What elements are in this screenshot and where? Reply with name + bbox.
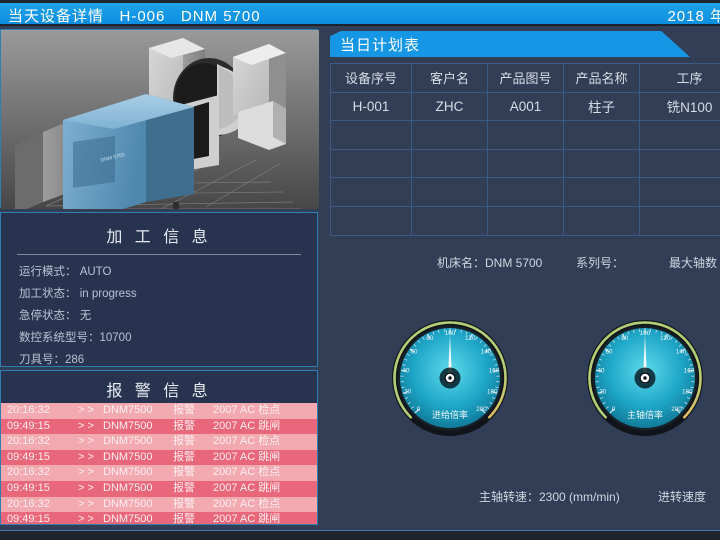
svg-text:100: 100 [640,330,651,337]
svg-text:主轴倍率: 主轴倍率 [627,409,663,420]
svg-text:200: 200 [476,406,487,413]
svg-text:180: 180 [682,388,693,395]
svg-text:160: 160 [684,368,695,375]
svg-text:120: 120 [660,335,671,342]
svg-text:160: 160 [489,368,500,375]
svg-text:60: 60 [605,348,613,355]
svg-text:60: 60 [410,348,418,355]
svg-text:140: 140 [481,348,492,355]
svg-text:40: 40 [402,368,410,375]
svg-text:140: 140 [676,348,687,355]
svg-text:180: 180 [487,388,498,395]
svg-text:40: 40 [597,368,605,375]
svg-text:200: 200 [671,406,682,413]
svg-text:20: 20 [599,388,607,395]
svg-text:0: 0 [612,406,616,413]
svg-text:100: 100 [445,330,456,337]
svg-text:120: 120 [465,335,476,342]
svg-text:0: 0 [417,406,421,413]
svg-text:20: 20 [404,388,412,395]
svg-text:80: 80 [426,335,434,342]
svg-text:80: 80 [621,335,629,342]
svg-text:进给倍率: 进给倍率 [432,409,468,420]
